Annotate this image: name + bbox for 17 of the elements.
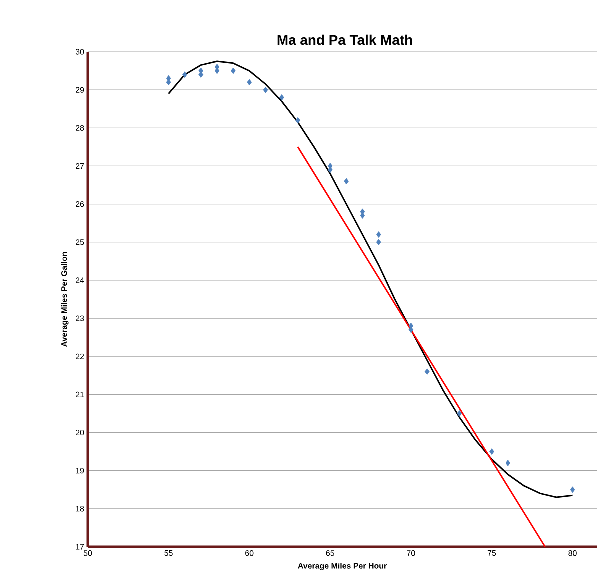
- point: [198, 72, 204, 78]
- point: [296, 117, 301, 124]
- point: [376, 239, 382, 246]
- point: [247, 79, 252, 86]
- point: [279, 94, 284, 101]
- point: [263, 86, 268, 94]
- point: [344, 178, 349, 185]
- point: [230, 68, 236, 74]
- chart-title: Ma and Pa Talk Math: [278, 34, 412, 46]
- point: [376, 232, 382, 238]
- point: [424, 368, 430, 376]
- point: [570, 486, 576, 494]
- point: [182, 72, 188, 78]
- point: [408, 326, 414, 334]
- point: [457, 410, 462, 417]
- point: [490, 448, 494, 455]
- point: [506, 460, 511, 466]
